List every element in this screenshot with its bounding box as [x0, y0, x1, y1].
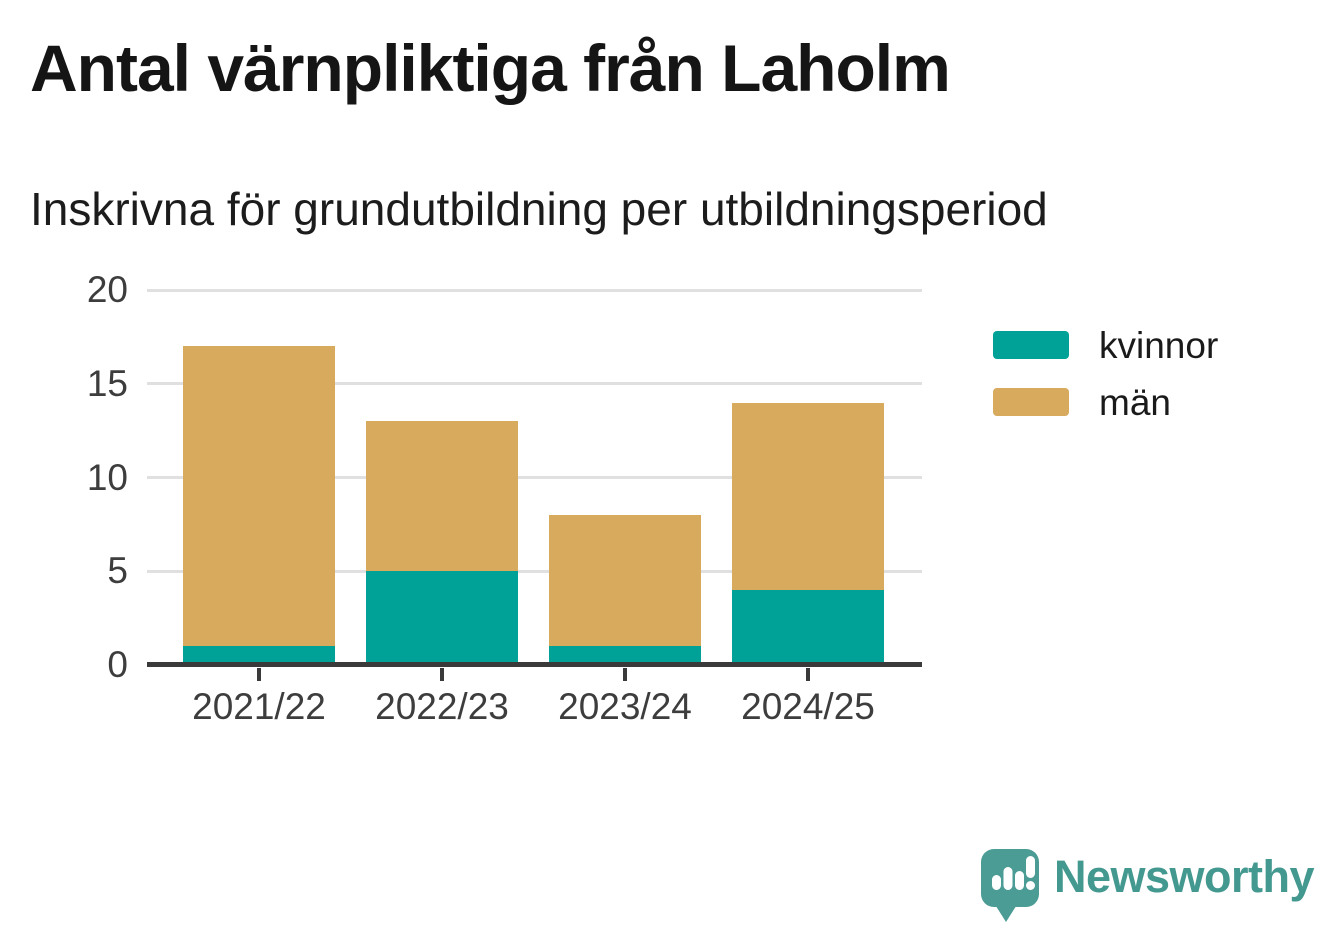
x-tick-2021/22 [257, 668, 261, 681]
x-tick-2022/23 [440, 668, 444, 681]
brand-logo: Newsworthy [980, 848, 1315, 924]
brand-name: Newsworthy [1054, 850, 1315, 902]
y-tick-label-20: 20 [86, 269, 128, 310]
gridline-y10 [147, 476, 922, 479]
y-tick-label-0: 0 [107, 644, 128, 685]
legend: kvinnor män [993, 327, 1218, 445]
gridline-y20 [147, 288, 922, 292]
bar-segment-män-2022/23 [366, 421, 518, 572]
x-tick-label-2023/24: 2023/24 [558, 686, 692, 727]
chart-title: Antal värnpliktiga från Laholm [30, 31, 951, 105]
y-tick-label-5: 5 [107, 550, 128, 592]
gridline-y5 [147, 569, 922, 573]
legend-swatch-män [993, 388, 1069, 416]
newsworthy-logo-icon [981, 849, 1039, 922]
legend-item-män: män [993, 384, 1218, 421]
bar-segment-kvinnor-2024/25 [732, 590, 884, 665]
y-tick-label-10: 10 [86, 456, 128, 498]
x-tick-2023/24 [623, 668, 627, 681]
x-axis-line [147, 662, 922, 667]
legend-label-män: män [1099, 381, 1171, 423]
bar-segment-kvinnor-2022/23 [366, 571, 518, 665]
legend-swatch-kvinnor [993, 331, 1069, 359]
chart-subtitle: Inskrivna för grundutbildning per utbild… [30, 183, 1048, 235]
legend-label-kvinnor: kvinnor [1099, 324, 1219, 366]
x-tick-2024/25 [806, 668, 810, 681]
bar-segment-män-2021/22 [183, 346, 335, 647]
legend-item-kvinnor: kvinnor [993, 327, 1218, 364]
x-tick-label-2021/22: 2021/22 [192, 686, 326, 727]
bar-segment-män-2024/25 [732, 402, 884, 590]
y-tick-label-15: 15 [86, 362, 128, 404]
gridline-y15 [147, 382, 922, 386]
x-tick-label-2024/25: 2024/25 [741, 686, 875, 727]
x-tick-label-2022/23: 2022/23 [375, 686, 509, 727]
bar-segment-kvinnor-2023/24 [549, 646, 701, 665]
plot-area [147, 288, 922, 681]
bar-segment-kvinnor-2021/22 [183, 646, 335, 665]
bar-segment-män-2023/24 [549, 515, 701, 647]
